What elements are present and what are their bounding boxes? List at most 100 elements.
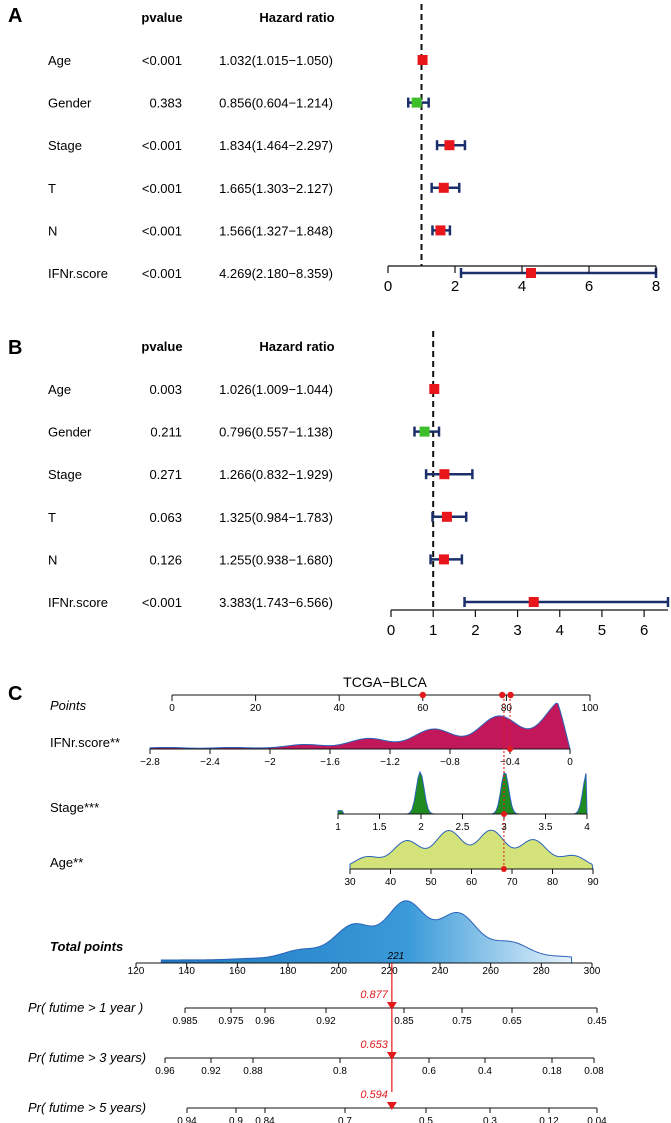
forest-b-row-label: Age bbox=[48, 382, 71, 397]
probability-tick-label-1: 0.85 bbox=[394, 1016, 414, 1027]
panel-label-a: A bbox=[8, 5, 22, 27]
points-axis-tick-label: 40 bbox=[334, 703, 346, 714]
forest-b-x-tick-label: 6 bbox=[640, 622, 648, 639]
forest-a-row-hr-text: 0.856(0.604−1.214) bbox=[219, 96, 333, 111]
forest-a-hr-point bbox=[438, 182, 449, 193]
probability-tick-label-3: 0.7 bbox=[338, 1116, 352, 1123]
axis-tick-label-age: 50 bbox=[425, 877, 437, 888]
axis-tick-label-age: 90 bbox=[587, 877, 599, 888]
probability-tick-label-1: 0.96 bbox=[255, 1016, 275, 1027]
axis-tick-label-ifnr: −0.4 bbox=[500, 757, 520, 768]
probability-tick-label-3: 0.84 bbox=[255, 1116, 275, 1123]
probability-tick-label-2: 0.18 bbox=[542, 1066, 562, 1077]
nomogram-title: TCGA−BLCA bbox=[343, 674, 427, 690]
forest-b-x-tick-label: 1 bbox=[429, 622, 437, 639]
forest-b-row-pvalue: 0.271 bbox=[149, 467, 182, 482]
total-points-tick-label: 240 bbox=[432, 966, 449, 977]
forest-a-row-hr-text: 1.566(1.327−1.848) bbox=[219, 223, 333, 238]
forest-a-row-pvalue: <0.001 bbox=[142, 181, 182, 196]
forest-b-row-label: N bbox=[48, 552, 57, 567]
forest-a-row-hr-text: 1.665(1.303−2.127) bbox=[219, 181, 333, 196]
axis-tick-label-age: 30 bbox=[344, 877, 356, 888]
points-axis-label: Points bbox=[50, 698, 87, 713]
total-points-tick-label: 140 bbox=[178, 966, 195, 977]
total-points-label: Total points bbox=[50, 939, 123, 954]
forest-a-row-hr-text: 1.834(1.464−2.297) bbox=[219, 138, 333, 153]
probability-arrow-2 bbox=[386, 1052, 397, 1060]
forest-b-x-tick-label: 5 bbox=[598, 622, 606, 639]
variable-label-ifnr: IFNr.score** bbox=[50, 735, 120, 750]
points-selected-marker bbox=[507, 691, 514, 699]
points-axis-tick-label: 0 bbox=[169, 703, 175, 714]
forest-b-row-label: Gender bbox=[48, 425, 92, 440]
density-total-points bbox=[160, 900, 573, 964]
probability-tick-label-2: 0.92 bbox=[201, 1066, 221, 1077]
forest-b-row-pvalue: 0.003 bbox=[149, 382, 182, 397]
points-axis-tick-label: 20 bbox=[250, 703, 262, 714]
probability-value-2: 0.653 bbox=[360, 1039, 388, 1051]
forest-b-row-hr-text: 1.255(0.938−1.680) bbox=[219, 552, 333, 567]
forest-a-x-tick-label: 6 bbox=[585, 278, 593, 295]
forest-a-row-label: N bbox=[48, 223, 57, 238]
forest-b-row-hr-text: 0.796(0.557−1.138) bbox=[219, 425, 333, 440]
probability-tick-label-3: 0.9 bbox=[229, 1116, 243, 1123]
forest-b-row-pvalue: 0.126 bbox=[149, 552, 182, 567]
selection-marker-stage bbox=[501, 811, 507, 817]
probability-value-1: 0.877 bbox=[360, 989, 388, 1001]
probability-label-3: Pr( futime > 5 years) bbox=[28, 1100, 146, 1115]
probability-tick-label-2: 0.96 bbox=[155, 1066, 175, 1077]
selection-marker-ifnr bbox=[507, 746, 513, 752]
probability-label-2: Pr( futime > 3 years) bbox=[28, 1050, 146, 1065]
forest-b-row-label: Stage bbox=[48, 467, 82, 482]
forest-a-x-tick-label: 4 bbox=[518, 278, 526, 295]
axis-tick-label-age: 80 bbox=[547, 877, 559, 888]
probability-tick-label-2: 0.08 bbox=[584, 1066, 604, 1077]
forest-b-row-hr-text: 1.325(0.984−1.783) bbox=[219, 510, 333, 525]
forest-a-row-label: IFNr.score bbox=[48, 266, 108, 281]
axis-tick-label-stage: 4 bbox=[584, 822, 590, 833]
probability-tick-label-1: 0.45 bbox=[587, 1016, 607, 1027]
axis-tick-label-ifnr: −1.6 bbox=[320, 757, 340, 768]
forest-a-row-label: Gender bbox=[48, 96, 92, 111]
total-points-value: 221 bbox=[387, 951, 405, 962]
axis-tick-label-ifnr: −0.8 bbox=[440, 757, 460, 768]
probability-arrow-1 bbox=[386, 1002, 397, 1010]
axis-tick-label-stage: 1 bbox=[335, 822, 341, 833]
total-points-tick-label: 160 bbox=[229, 966, 246, 977]
density-ifnr bbox=[149, 702, 571, 750]
forest-b-row-hr-text: 1.266(0.832−1.929) bbox=[219, 467, 333, 482]
forest-b-header-pvalue: pvalue bbox=[141, 339, 182, 354]
forest-b-row-pvalue: <0.001 bbox=[142, 595, 182, 610]
forest-b-hr-point bbox=[419, 426, 430, 437]
probability-tick-label-3: 0.5 bbox=[419, 1116, 433, 1123]
axis-tick-label-ifnr: −1.2 bbox=[380, 757, 400, 768]
axis-tick-label-ifnr: −2 bbox=[264, 757, 276, 768]
forest-a-row-pvalue: <0.001 bbox=[142, 138, 182, 153]
probability-tick-label-2: 0.8 bbox=[333, 1066, 347, 1077]
total-points-tick-label: 260 bbox=[482, 966, 499, 977]
probability-tick-label-1: 0.65 bbox=[502, 1016, 522, 1027]
density-age bbox=[349, 829, 594, 870]
total-points-tick-label: 120 bbox=[128, 966, 145, 977]
forest-b-header-hr: Hazard ratio bbox=[259, 339, 334, 354]
probability-tick-label-3: 0.04 bbox=[587, 1116, 607, 1123]
forest-b-row-hr-text: 1.026(1.009−1.044) bbox=[219, 382, 333, 397]
forest-b-x-tick-label: 3 bbox=[513, 622, 521, 639]
probability-tick-label-1: 0.92 bbox=[316, 1016, 336, 1027]
forest-a-x-tick-label: 8 bbox=[652, 278, 660, 295]
probability-tick-label-2: 0.6 bbox=[422, 1066, 436, 1077]
forest-a-row-hr-text: 1.032(1.015−1.050) bbox=[219, 53, 333, 68]
axis-tick-label-ifnr: 0 bbox=[567, 757, 573, 768]
probability-tick-label-2: 0.88 bbox=[243, 1066, 263, 1077]
forest-a-hr-point bbox=[444, 140, 455, 151]
forest-a-row-pvalue: <0.001 bbox=[142, 266, 182, 281]
forest-a-header-hr: Hazard ratio bbox=[259, 10, 334, 25]
probability-label-1: Pr( futime > 1 year ) bbox=[28, 1000, 143, 1015]
points-selected-marker bbox=[419, 691, 426, 699]
forest-b-hr-point bbox=[429, 384, 440, 394]
forest-b-x-tick-label: 4 bbox=[556, 622, 564, 639]
probability-tick-label-1: 0.75 bbox=[452, 1016, 472, 1027]
forest-a-row-label: Age bbox=[48, 53, 71, 68]
total-points-tick-label: 180 bbox=[280, 966, 297, 977]
